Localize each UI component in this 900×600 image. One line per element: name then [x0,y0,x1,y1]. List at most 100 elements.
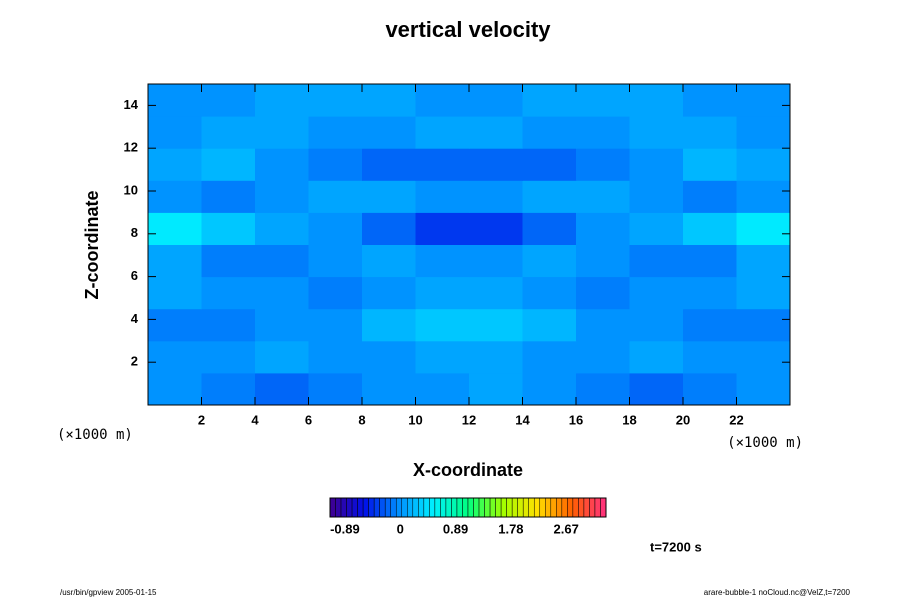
contour-cell [148,276,202,310]
time-label: t=7200 s [650,539,702,554]
contour-cell [683,212,737,245]
y-tick-label: 12 [124,140,138,155]
colorbar-band [407,497,414,518]
contour-cell [469,116,523,149]
contour-cell [255,116,309,149]
contour-cell [362,340,416,374]
contour-cell [362,212,416,245]
contour-cell [683,84,737,117]
contour-cell [255,340,309,374]
colorbar-band [478,497,485,518]
contour-cell [255,308,309,342]
colorbar-band [600,497,607,518]
contour-cell [469,148,523,181]
contour-cell [736,148,791,181]
colorbar-band [440,497,447,518]
contour-cell [201,308,256,342]
x-tick-label: 18 [622,412,636,427]
contour-cell [415,276,470,310]
contour-cell [522,148,577,181]
contour-cell [469,180,523,213]
colorbar-band [462,497,469,518]
contour-cell [469,276,523,310]
colorbar-band [467,497,474,518]
contour-cell [308,148,363,181]
contour-cell [308,84,363,117]
contour-cell [576,116,630,149]
contour-cell [255,212,309,245]
contour-cell [683,308,737,342]
colorbar-band [451,497,458,518]
x-tick-label: 20 [676,412,690,427]
contour-cell [201,276,256,310]
contour-cell [469,308,523,342]
contour-cell [576,372,630,406]
contour-cell [148,340,202,374]
y-tick-label: 8 [131,225,138,240]
contour-cell [629,212,684,245]
colorbar-band [550,497,557,518]
contour-cell [201,372,256,406]
colorbar-band [583,497,590,518]
contour-cell [308,180,363,213]
contour-cell [148,84,202,117]
colorbar-band [373,497,380,518]
x-tick-label: 2 [198,412,205,427]
contour-cell [415,180,470,213]
contour-cell [629,116,684,149]
colorbar-band [335,497,342,518]
contour-cell [736,116,791,149]
contour-cell [522,84,577,117]
colorbar-band [484,497,491,518]
contour-cell [201,148,256,181]
contour-cell [629,372,684,406]
contour-cell [255,148,309,181]
contour-cell [148,148,202,181]
x-tick-label: 12 [462,412,476,427]
colorbar-tick-label: -0.89 [330,521,360,536]
contour-cell [415,340,470,374]
contour-cell [415,244,470,278]
contour-cell [201,340,256,374]
contour-cell [683,340,737,374]
contour-cell [629,340,684,374]
contour-cell [362,180,416,213]
contour-cell [255,372,309,406]
contour-cell [469,84,523,117]
x-unit-label: (×1000 m) [727,435,803,451]
contour-cell [683,148,737,181]
colorbar-band [594,497,601,518]
contour-cell [736,372,791,406]
contour-cell [522,116,577,149]
colorbar-frame [329,497,607,518]
colorbar-band [390,497,397,518]
contour-cell [308,340,363,374]
colorbar-band [351,497,358,518]
contour-cell [308,276,363,310]
colorbar-band [418,497,425,518]
colorbar-band [589,497,596,518]
contour-cell [576,148,630,181]
contour-cell [736,340,791,374]
colorbar-band [572,497,579,518]
contour-cell [415,308,470,342]
y-tick-label: 2 [131,354,138,369]
colorbar-band [522,497,529,518]
x-tick-label: 4 [251,412,259,427]
colorbar-band [401,497,408,518]
contour-cell [148,180,202,213]
colorbar-band [362,497,369,518]
contour-cell [576,276,630,310]
x-axis-label: X-coordinate [413,460,523,480]
contour-cell [255,84,309,117]
colorbar-band [434,497,441,518]
y-tick-label: 6 [131,268,138,283]
contour-cell [469,212,523,245]
contour-cell [255,276,309,310]
contour-cell [201,244,256,278]
contour-cell [362,276,416,310]
contour-cell [362,84,416,117]
colorbar-tick-label: 0 [397,521,404,536]
contour-cell [308,116,363,149]
contour-cell [415,84,470,117]
